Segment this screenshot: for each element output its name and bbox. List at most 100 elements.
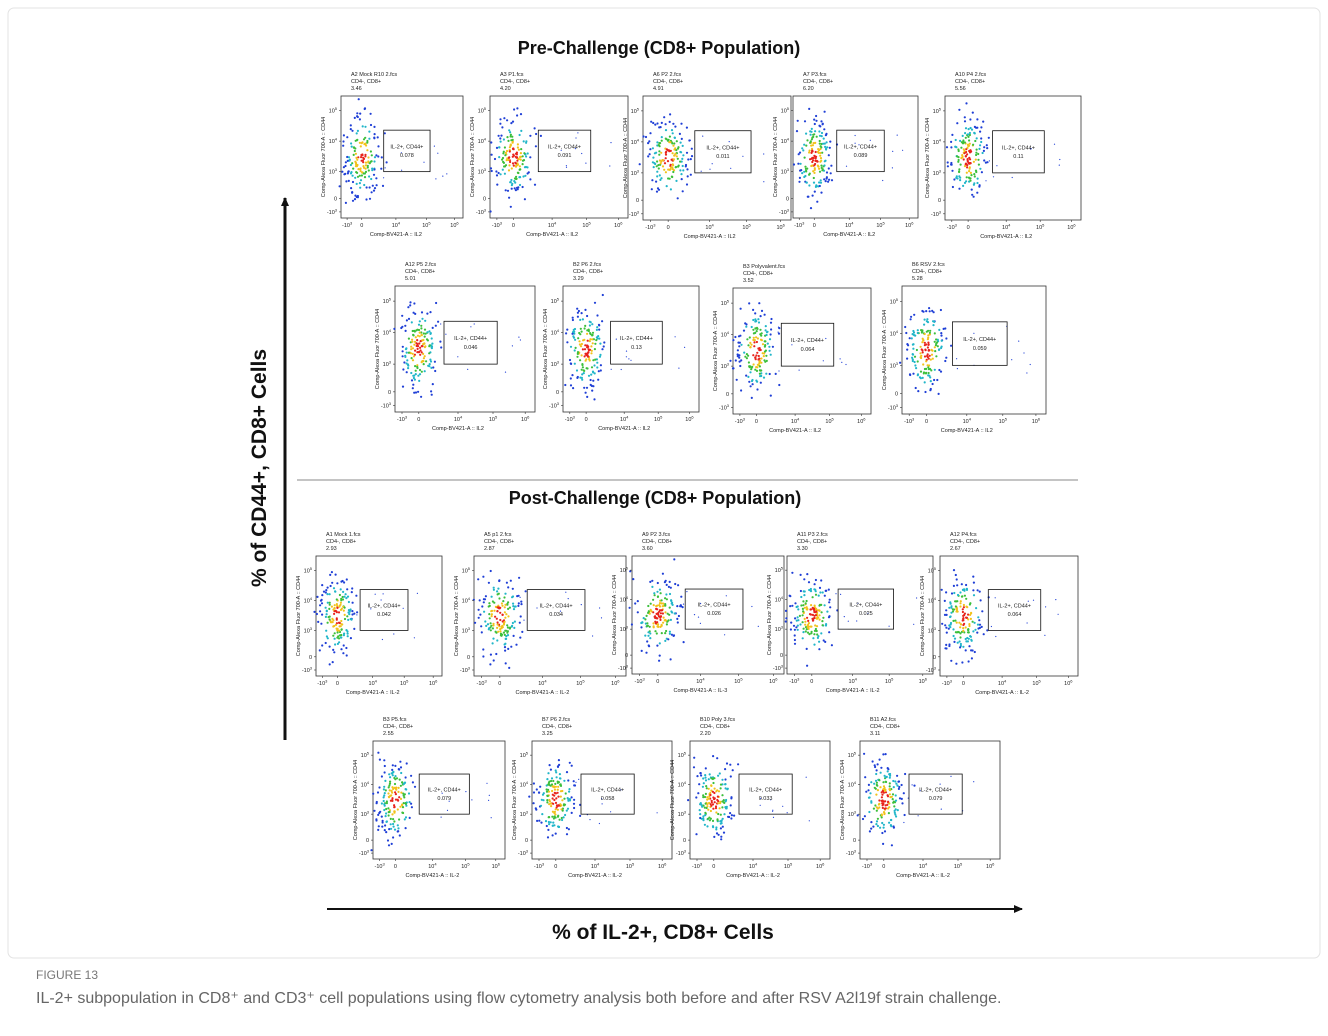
event-dot — [824, 143, 826, 145]
event-dot — [936, 379, 938, 381]
event-dot — [815, 590, 817, 592]
event-dot — [566, 329, 568, 331]
event-dot — [704, 774, 706, 776]
event-dot — [953, 569, 955, 571]
event-dot — [819, 185, 821, 187]
event-dot — [662, 573, 664, 575]
event-dot — [384, 771, 386, 773]
event-dot — [675, 180, 677, 182]
event-dot — [586, 396, 588, 398]
event-dot — [960, 164, 962, 166]
event-dot — [350, 187, 352, 189]
event-dot — [977, 627, 979, 629]
event-dot — [508, 157, 510, 159]
tick-exp: 5 — [896, 297, 899, 302]
event-dot — [879, 827, 881, 829]
event-dot — [368, 169, 370, 171]
event-dot — [917, 390, 919, 392]
event-dot — [810, 134, 812, 136]
event-dot — [963, 150, 965, 152]
tick-base: 0 — [656, 679, 659, 685]
tick-base: 0 — [853, 838, 856, 844]
event-dot — [519, 134, 521, 136]
event-dot — [373, 174, 375, 176]
tick-label: 105 — [520, 751, 529, 760]
event-dot — [656, 171, 658, 173]
tick-base: -10 — [846, 851, 854, 857]
event-dot — [769, 350, 771, 352]
tick-exp: 3 — [557, 360, 560, 365]
event-dot — [557, 789, 559, 791]
event-dot — [417, 345, 419, 347]
event-dot — [752, 354, 754, 356]
tick-label: 0 — [525, 838, 528, 844]
tick-label: 105 — [784, 862, 793, 871]
event-dot — [885, 781, 887, 783]
event-dot — [557, 809, 559, 811]
event-dot — [819, 587, 821, 589]
event-dot — [435, 178, 436, 179]
event-dot — [877, 807, 879, 809]
event-dot — [591, 390, 593, 392]
event-dot — [354, 177, 356, 179]
event-dot — [829, 141, 831, 143]
tick-label: 0 — [755, 419, 758, 425]
event-dot — [561, 799, 563, 801]
event-dot — [665, 129, 667, 131]
event-dot — [587, 340, 589, 342]
event-dot — [573, 784, 575, 786]
event-dot — [775, 373, 777, 375]
event-dot — [600, 369, 602, 371]
event-dot — [502, 161, 504, 163]
event-dot — [400, 785, 402, 787]
event-dot — [581, 363, 583, 365]
event-dot — [551, 790, 553, 792]
tick-exp: 3 — [939, 209, 942, 214]
event-dot — [533, 802, 535, 804]
event-dot — [770, 333, 772, 335]
tick-label: 105 — [885, 677, 894, 686]
event-dot — [818, 181, 820, 183]
event-dot — [968, 145, 970, 147]
event-dot — [722, 818, 724, 820]
event-dot — [950, 622, 952, 624]
event-dot — [410, 803, 412, 805]
event-dot — [704, 824, 706, 826]
event-dot — [960, 600, 962, 602]
y-label: Comp-Alexa Fluor 700-A :: CD44 — [773, 117, 779, 197]
event-dot — [967, 159, 969, 161]
event-dot — [602, 803, 603, 804]
event-dot — [968, 128, 970, 130]
tick-exp: 3 — [934, 666, 937, 671]
event-dot — [813, 644, 815, 646]
event-dot — [516, 157, 518, 159]
event-dot — [646, 622, 648, 624]
event-dot — [513, 608, 515, 610]
event-dot — [351, 130, 353, 132]
event-dot — [601, 348, 603, 350]
tick-label: 104 — [591, 862, 600, 871]
event-dot — [590, 345, 592, 347]
tick-exp: 3 — [653, 223, 656, 228]
event-dot — [598, 324, 600, 326]
event-dot — [406, 319, 408, 321]
event-dot — [995, 636, 996, 637]
event-dot — [756, 370, 758, 372]
event-dot — [917, 374, 919, 376]
tick-exp: 3 — [797, 677, 800, 682]
tick-label: 106 — [776, 223, 785, 232]
event-dot — [822, 624, 824, 626]
event-dot — [428, 330, 430, 332]
x-label: Comp-BV421-A :: IL2 — [941, 428, 993, 434]
facs-panel: A11 P3 2.fcsCD4-, CD8+3.30IL-2+, CD44+0.… — [767, 532, 933, 694]
event-dot — [758, 321, 760, 323]
event-dot — [751, 326, 753, 328]
parent-percent: 2.20 — [700, 731, 711, 737]
event-dot — [516, 595, 518, 597]
event-dot — [344, 607, 346, 609]
tick-label: 104 — [361, 780, 370, 789]
event-dot — [485, 595, 487, 597]
event-dot — [435, 325, 437, 327]
event-dot — [974, 629, 976, 631]
event-dot — [400, 766, 402, 768]
